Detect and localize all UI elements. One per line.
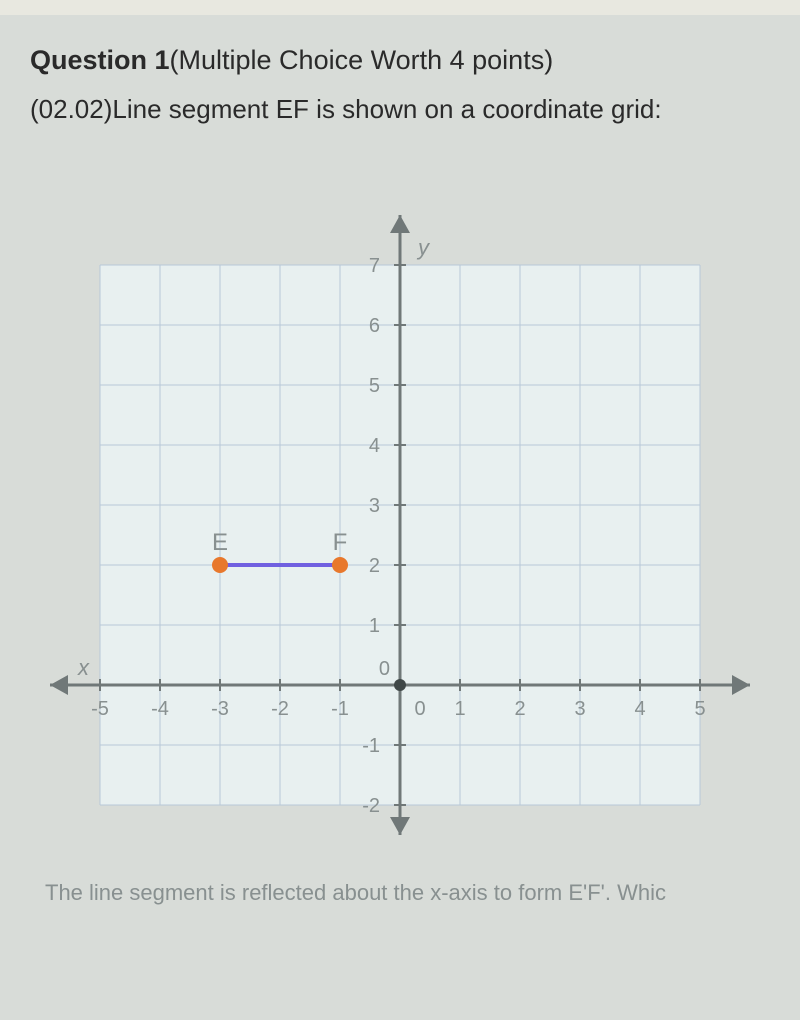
question-number: Question 1 bbox=[30, 45, 170, 75]
svg-text:5: 5 bbox=[694, 698, 705, 720]
svg-text:-2: -2 bbox=[362, 795, 380, 817]
y-axis-label: y bbox=[416, 235, 431, 260]
origin-dot bbox=[394, 679, 406, 691]
reflection-text: The line segment is reflected about the … bbox=[45, 880, 780, 906]
svg-text:-2: -2 bbox=[271, 698, 289, 720]
svg-text:2: 2 bbox=[514, 698, 525, 720]
question-page: Question 1(Multiple Choice Worth 4 point… bbox=[0, 0, 800, 1020]
svg-text:-1: -1 bbox=[362, 735, 380, 757]
x-axis-label: x bbox=[77, 655, 90, 680]
svg-text:5: 5 bbox=[369, 375, 380, 397]
graph-svg: -5 -4 -3 -2 -1 0 1 2 3 4 5 -2 -1 0 1 2 3… bbox=[20, 155, 780, 835]
svg-text:4: 4 bbox=[369, 435, 380, 457]
question-title: Question 1(Multiple Choice Worth 4 point… bbox=[30, 45, 780, 76]
svg-text:7: 7 bbox=[369, 255, 380, 277]
svg-text:1: 1 bbox=[369, 615, 380, 637]
x-axis-arrow-right bbox=[732, 675, 750, 695]
point-e-label: E bbox=[212, 529, 228, 556]
y-axis-arrow-up bbox=[390, 215, 410, 233]
svg-text:-4: -4 bbox=[151, 698, 169, 720]
x-axis-arrow-left bbox=[50, 675, 68, 695]
question-meta: (Multiple Choice Worth 4 points) bbox=[170, 45, 554, 75]
question-body: Line segment EF is shown on a coordinate… bbox=[112, 94, 661, 124]
svg-text:1: 1 bbox=[454, 698, 465, 720]
question-header: Question 1(Multiple Choice Worth 4 point… bbox=[30, 45, 780, 125]
question-code: (02.02) bbox=[30, 94, 112, 124]
point-f-label: F bbox=[333, 529, 348, 556]
coordinate-grid: -5 -4 -3 -2 -1 0 1 2 3 4 5 -2 -1 0 1 2 3… bbox=[20, 155, 780, 835]
svg-text:-5: -5 bbox=[91, 698, 109, 720]
svg-text:0: 0 bbox=[414, 698, 425, 720]
question-text: (02.02)Line segment EF is shown on a coo… bbox=[30, 94, 780, 125]
svg-text:-1: -1 bbox=[331, 698, 349, 720]
svg-text:0: 0 bbox=[379, 658, 390, 680]
svg-text:3: 3 bbox=[369, 495, 380, 517]
svg-text:6: 6 bbox=[369, 315, 380, 337]
svg-text:3: 3 bbox=[574, 698, 585, 720]
svg-text:-3: -3 bbox=[211, 698, 229, 720]
svg-text:4: 4 bbox=[634, 698, 645, 720]
point-e bbox=[212, 557, 228, 573]
y-axis-arrow-down bbox=[390, 817, 410, 835]
svg-text:2: 2 bbox=[369, 555, 380, 577]
point-f bbox=[332, 557, 348, 573]
